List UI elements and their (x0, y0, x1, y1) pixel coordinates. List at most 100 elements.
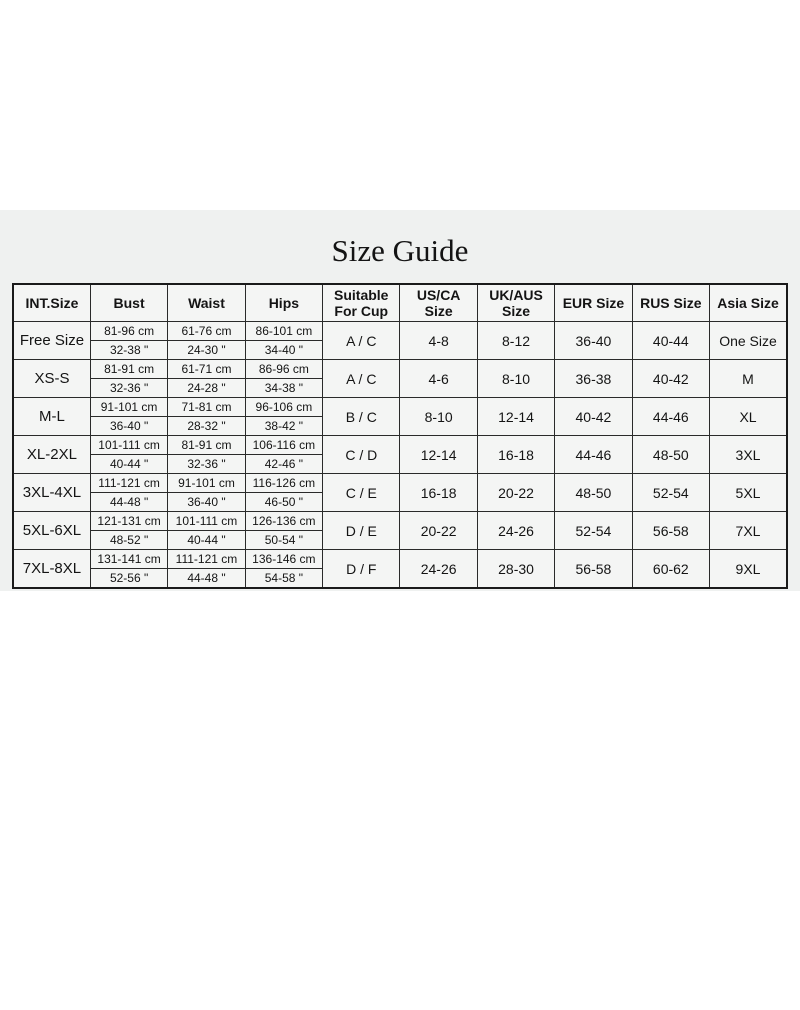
size-guide-table: INT.Size Bust Waist Hips Suitable For Cup US/… (12, 283, 788, 589)
asia-size-cell: 9XL (709, 549, 788, 589)
waist-in-cell: 24-30 " (167, 340, 246, 360)
cup-cell: C / E (322, 473, 401, 512)
eur-size-cell: 36-38 (554, 359, 633, 398)
hips-cm-cell: 126-136 cm (244, 511, 324, 531)
rus-size-cell: 48-50 (631, 435, 711, 474)
us-ca-size-cell: 24-26 (399, 549, 478, 589)
us-ca-size-cell: 20-22 (399, 511, 478, 550)
bust-in-cell: 40-44 " (89, 454, 169, 474)
hips-in-cell: 46-50 " (244, 492, 324, 512)
bust-cm-cell: 111-121 cm (89, 473, 169, 493)
size-row-cm: XS-S 81-91 cm 61-71 cm 86-96 cm A / C 4-6 8-10… (12, 359, 788, 398)
asia-size-cell: One Size (709, 321, 788, 360)
column-header-hips: Hips (244, 283, 324, 322)
size-row-inch: 52-56 " 44-48 " 54-58 " (13, 568, 787, 589)
int-size-cell: XL-2XL (12, 435, 91, 474)
bust-cm-cell: 121-131 cm (89, 511, 169, 531)
us-ca-size-cell: 4-6 (399, 359, 478, 398)
eur-size-cell: 40-42 (554, 397, 633, 436)
bust-in-cell: 44-48 " (89, 492, 169, 512)
int-size-cell: 3XL-4XL (12, 473, 91, 512)
eur-size-cell: 56-58 (554, 549, 633, 589)
rus-size-cell: 40-44 (631, 321, 711, 360)
hips-cm-cell: 106-116 cm (244, 435, 324, 455)
uk-aus-size-cell: 24-26 (476, 511, 556, 550)
uk-aus-size-cell: 20-22 (476, 473, 556, 512)
waist-in-cell: 36-40 " (167, 492, 246, 512)
rus-size-cell: 56-58 (631, 511, 711, 550)
size-row-inch: 44-48 " 36-40 " 46-50 " (13, 492, 787, 512)
hips-cm-cell: 96-106 cm (244, 397, 324, 417)
bust-cm-cell: 91-101 cm (89, 397, 169, 417)
asia-size-cell: 3XL (709, 435, 788, 474)
rus-size-cell: 60-62 (631, 549, 711, 589)
size-row-cm: 7XL-8XL 131-141 cm 111-121 cm 136-146 cm D /… (12, 549, 788, 589)
column-header-int-size: INT.Size (12, 283, 91, 322)
header-row: INT.Size Bust Waist Hips Suitable For Cup US/… (12, 283, 788, 322)
asia-size-cell: 5XL (709, 473, 788, 512)
bust-cm-cell: 101-111 cm (89, 435, 169, 455)
hips-cm-cell: 116-126 cm (244, 473, 324, 493)
hips-in-cell: 34-38 " (244, 378, 324, 398)
int-size-cell: Free Size (12, 321, 91, 360)
bust-in-cell: 52-56 " (89, 568, 169, 589)
us-ca-size-cell: 16-18 (399, 473, 478, 512)
hips-in-cell: 38-42 " (244, 416, 324, 436)
us-ca-size-cell: 4-8 (399, 321, 478, 360)
int-size-cell: XS-S (12, 359, 91, 398)
int-size-cell: M-L (12, 397, 91, 436)
column-header-rus: RUS Size (631, 283, 711, 322)
rus-size-cell: 52-54 (631, 473, 711, 512)
size-row-inch: 40-44 " 32-36 " 42-46 " (13, 454, 787, 474)
cup-cell: C / D (322, 435, 401, 474)
column-header-bust: Bust (89, 283, 169, 322)
asia-size-cell: 7XL (709, 511, 788, 550)
bust-cm-cell: 81-96 cm (89, 321, 169, 341)
waist-cm-cell: 91-101 cm (167, 473, 246, 493)
uk-aus-size-cell: 8-10 (476, 359, 556, 398)
waist-cm-cell: 71-81 cm (167, 397, 246, 417)
int-size-cell: 5XL-6XL (12, 511, 91, 550)
size-guide-panel: Size Guide INT.Size Bust Waist Hips Suitable… (0, 210, 800, 591)
uk-aus-size-cell: 28-30 (476, 549, 556, 589)
bust-cm-cell: 81-91 cm (89, 359, 169, 379)
bust-in-cell: 32-38 " (89, 340, 169, 360)
uk-aus-size-cell: 12-14 (476, 397, 556, 436)
bust-in-cell: 48-52 " (89, 530, 169, 550)
hips-in-cell: 42-46 " (244, 454, 324, 474)
size-row-cm: 5XL-6XL 121-131 cm 101-111 cm 126-136 cm D /… (12, 511, 788, 550)
hips-cm-cell: 86-101 cm (244, 321, 324, 341)
page-title: Size Guide (331, 233, 469, 268)
column-header-us-ca: US/CA Size (399, 283, 478, 322)
size-row-inch: 48-52 " 40-44 " 50-54 " (13, 530, 787, 550)
size-row-cm: M-L 91-101 cm 71-81 cm 96-106 cm B / C 8-10 12… (12, 397, 788, 436)
eur-size-cell: 52-54 (554, 511, 633, 550)
column-header-waist: Waist (167, 283, 246, 322)
cup-cell: D / F (322, 549, 401, 589)
waist-in-cell: 44-48 " (167, 568, 246, 589)
waist-cm-cell: 111-121 cm (167, 549, 246, 569)
hips-in-cell: 34-40 " (244, 340, 324, 360)
bust-in-cell: 32-36 " (89, 378, 169, 398)
eur-size-cell: 44-46 (554, 435, 633, 474)
us-ca-size-cell: 12-14 (399, 435, 478, 474)
int-size-cell: 7XL-8XL (12, 549, 91, 589)
uk-aus-size-cell: 16-18 (476, 435, 556, 474)
column-header-eur: EUR Size (554, 283, 633, 322)
rus-size-cell: 40-42 (631, 359, 711, 398)
us-ca-size-cell: 8-10 (399, 397, 478, 436)
rus-size-cell: 44-46 (631, 397, 711, 436)
size-row-inch: 32-36 " 24-28 " 34-38 " (13, 378, 787, 398)
bust-cm-cell: 131-141 cm (89, 549, 169, 569)
hips-cm-cell: 86-96 cm (244, 359, 324, 379)
waist-in-cell: 24-28 " (167, 378, 246, 398)
uk-aus-size-cell: 8-12 (476, 321, 556, 360)
cup-cell: D / E (322, 511, 401, 550)
size-row-cm: 3XL-4XL 111-121 cm 91-101 cm 116-126 cm C / … (12, 473, 788, 512)
column-header-cup: Suitable For Cup (322, 283, 401, 322)
cup-cell: B / C (322, 397, 401, 436)
waist-cm-cell: 61-71 cm (167, 359, 246, 379)
column-header-asia: Asia Size (709, 283, 788, 322)
